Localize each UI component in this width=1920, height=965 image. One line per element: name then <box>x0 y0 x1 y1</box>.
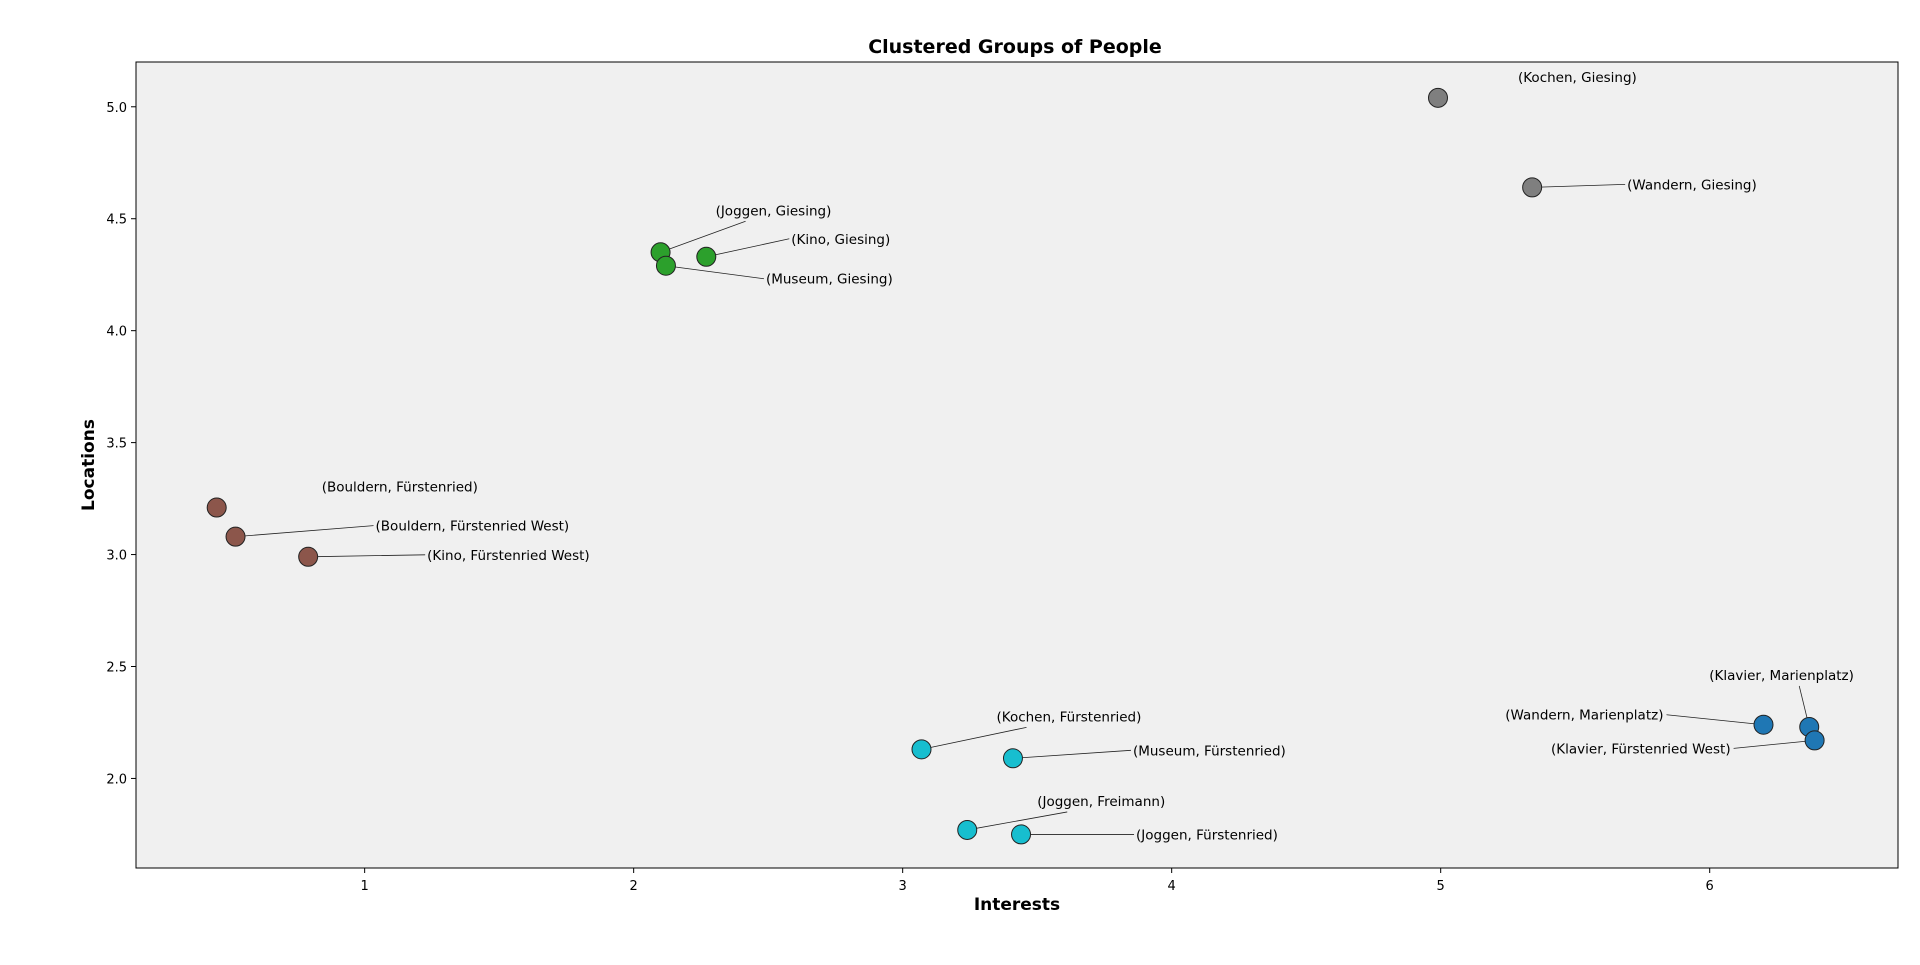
point-label: (Kochen, Fürstenried) <box>997 709 1142 725</box>
y-axis-title: Locations <box>79 419 99 511</box>
y-tick-label: 4.0 <box>106 325 127 340</box>
scatter-point <box>225 526 246 547</box>
y-tick-label: 2.0 <box>106 772 127 787</box>
y-tick-label: 5.0 <box>106 101 127 116</box>
point-label: (Bouldern, Fürstenried) <box>322 480 478 496</box>
label-leader-lines <box>235 183 1815 835</box>
point-label: (Kochen, Giesing) <box>1518 70 1637 86</box>
x-tick-label: 2 <box>630 879 638 894</box>
point-label: (Kino, Giesing) <box>791 232 890 248</box>
label-leader-line <box>921 726 1027 750</box>
label-leader-line <box>660 220 746 253</box>
x-tick-label: 3 <box>899 879 907 894</box>
y-tick-label: 3.0 <box>106 549 127 564</box>
label-leader-line <box>1666 714 1764 726</box>
label-leader-line <box>706 238 790 258</box>
scatter-point <box>911 739 932 760</box>
label-leader-line <box>1012 749 1131 759</box>
label-leader-line <box>967 811 1068 831</box>
plot-area <box>135 61 1899 869</box>
scatter-point <box>957 819 978 840</box>
y-axis-ticks: 2.0 2.5 3.0 3.5 4.0 4.5 5.0 <box>106 101 136 787</box>
label-leader-line <box>1733 739 1815 749</box>
point-label: (Joggen, Freimann) <box>1037 794 1165 810</box>
label-leader-line <box>235 525 374 538</box>
x-tick-label: 6 <box>1706 879 1714 894</box>
point-label: (Wandern, Marienplatz) <box>1505 708 1663 724</box>
label-leader-line <box>665 265 764 280</box>
point-label: (Bouldern, Fürstenried West) <box>376 519 570 535</box>
point-label: (Museum, Fürstenried) <box>1133 743 1286 759</box>
point-labels: (Kochen, Giesing) (Wandern, Giesing) (Jogg… <box>322 70 1854 844</box>
x-axis-ticks: 1 2 3 4 5 6 <box>361 868 1714 894</box>
x-tick-label: 1 <box>361 879 369 894</box>
scatter-point <box>696 246 717 267</box>
y-tick-label: 2.5 <box>106 661 127 676</box>
scatter-point <box>1522 177 1543 198</box>
data-points <box>206 87 1825 845</box>
point-label: (Joggen, Giesing) <box>716 203 832 219</box>
label-leader-line <box>1532 183 1626 188</box>
scatter-point <box>1753 714 1774 735</box>
chart-title: Clustered Groups of People <box>868 36 1162 58</box>
scatter-point <box>1011 824 1032 845</box>
point-label: (Kino, Fürstenried West) <box>427 548 590 564</box>
x-axis-title: Interests <box>974 895 1060 915</box>
point-label: (Joggen, Fürstenried) <box>1136 827 1278 843</box>
point-label: (Museum, Giesing) <box>766 272 893 288</box>
point-label: (Wandern, Giesing) <box>1627 177 1757 193</box>
scatter-point <box>1804 730 1825 751</box>
scatter-point <box>1427 87 1448 108</box>
point-label: (Klavier, Fürstenried West) <box>1551 741 1731 757</box>
x-tick-label: 4 <box>1168 879 1176 894</box>
y-tick-label: 3.5 <box>106 437 127 452</box>
x-tick-label: 5 <box>1437 879 1445 894</box>
scatter-point <box>206 497 227 518</box>
label-leader-line <box>308 554 426 558</box>
scatter-point <box>655 255 676 276</box>
point-label: (Klavier, Marienplatz) <box>1709 668 1854 684</box>
scatter-point <box>298 546 319 567</box>
scatter-point <box>1002 748 1023 769</box>
y-tick-label: 4.5 <box>106 213 127 228</box>
